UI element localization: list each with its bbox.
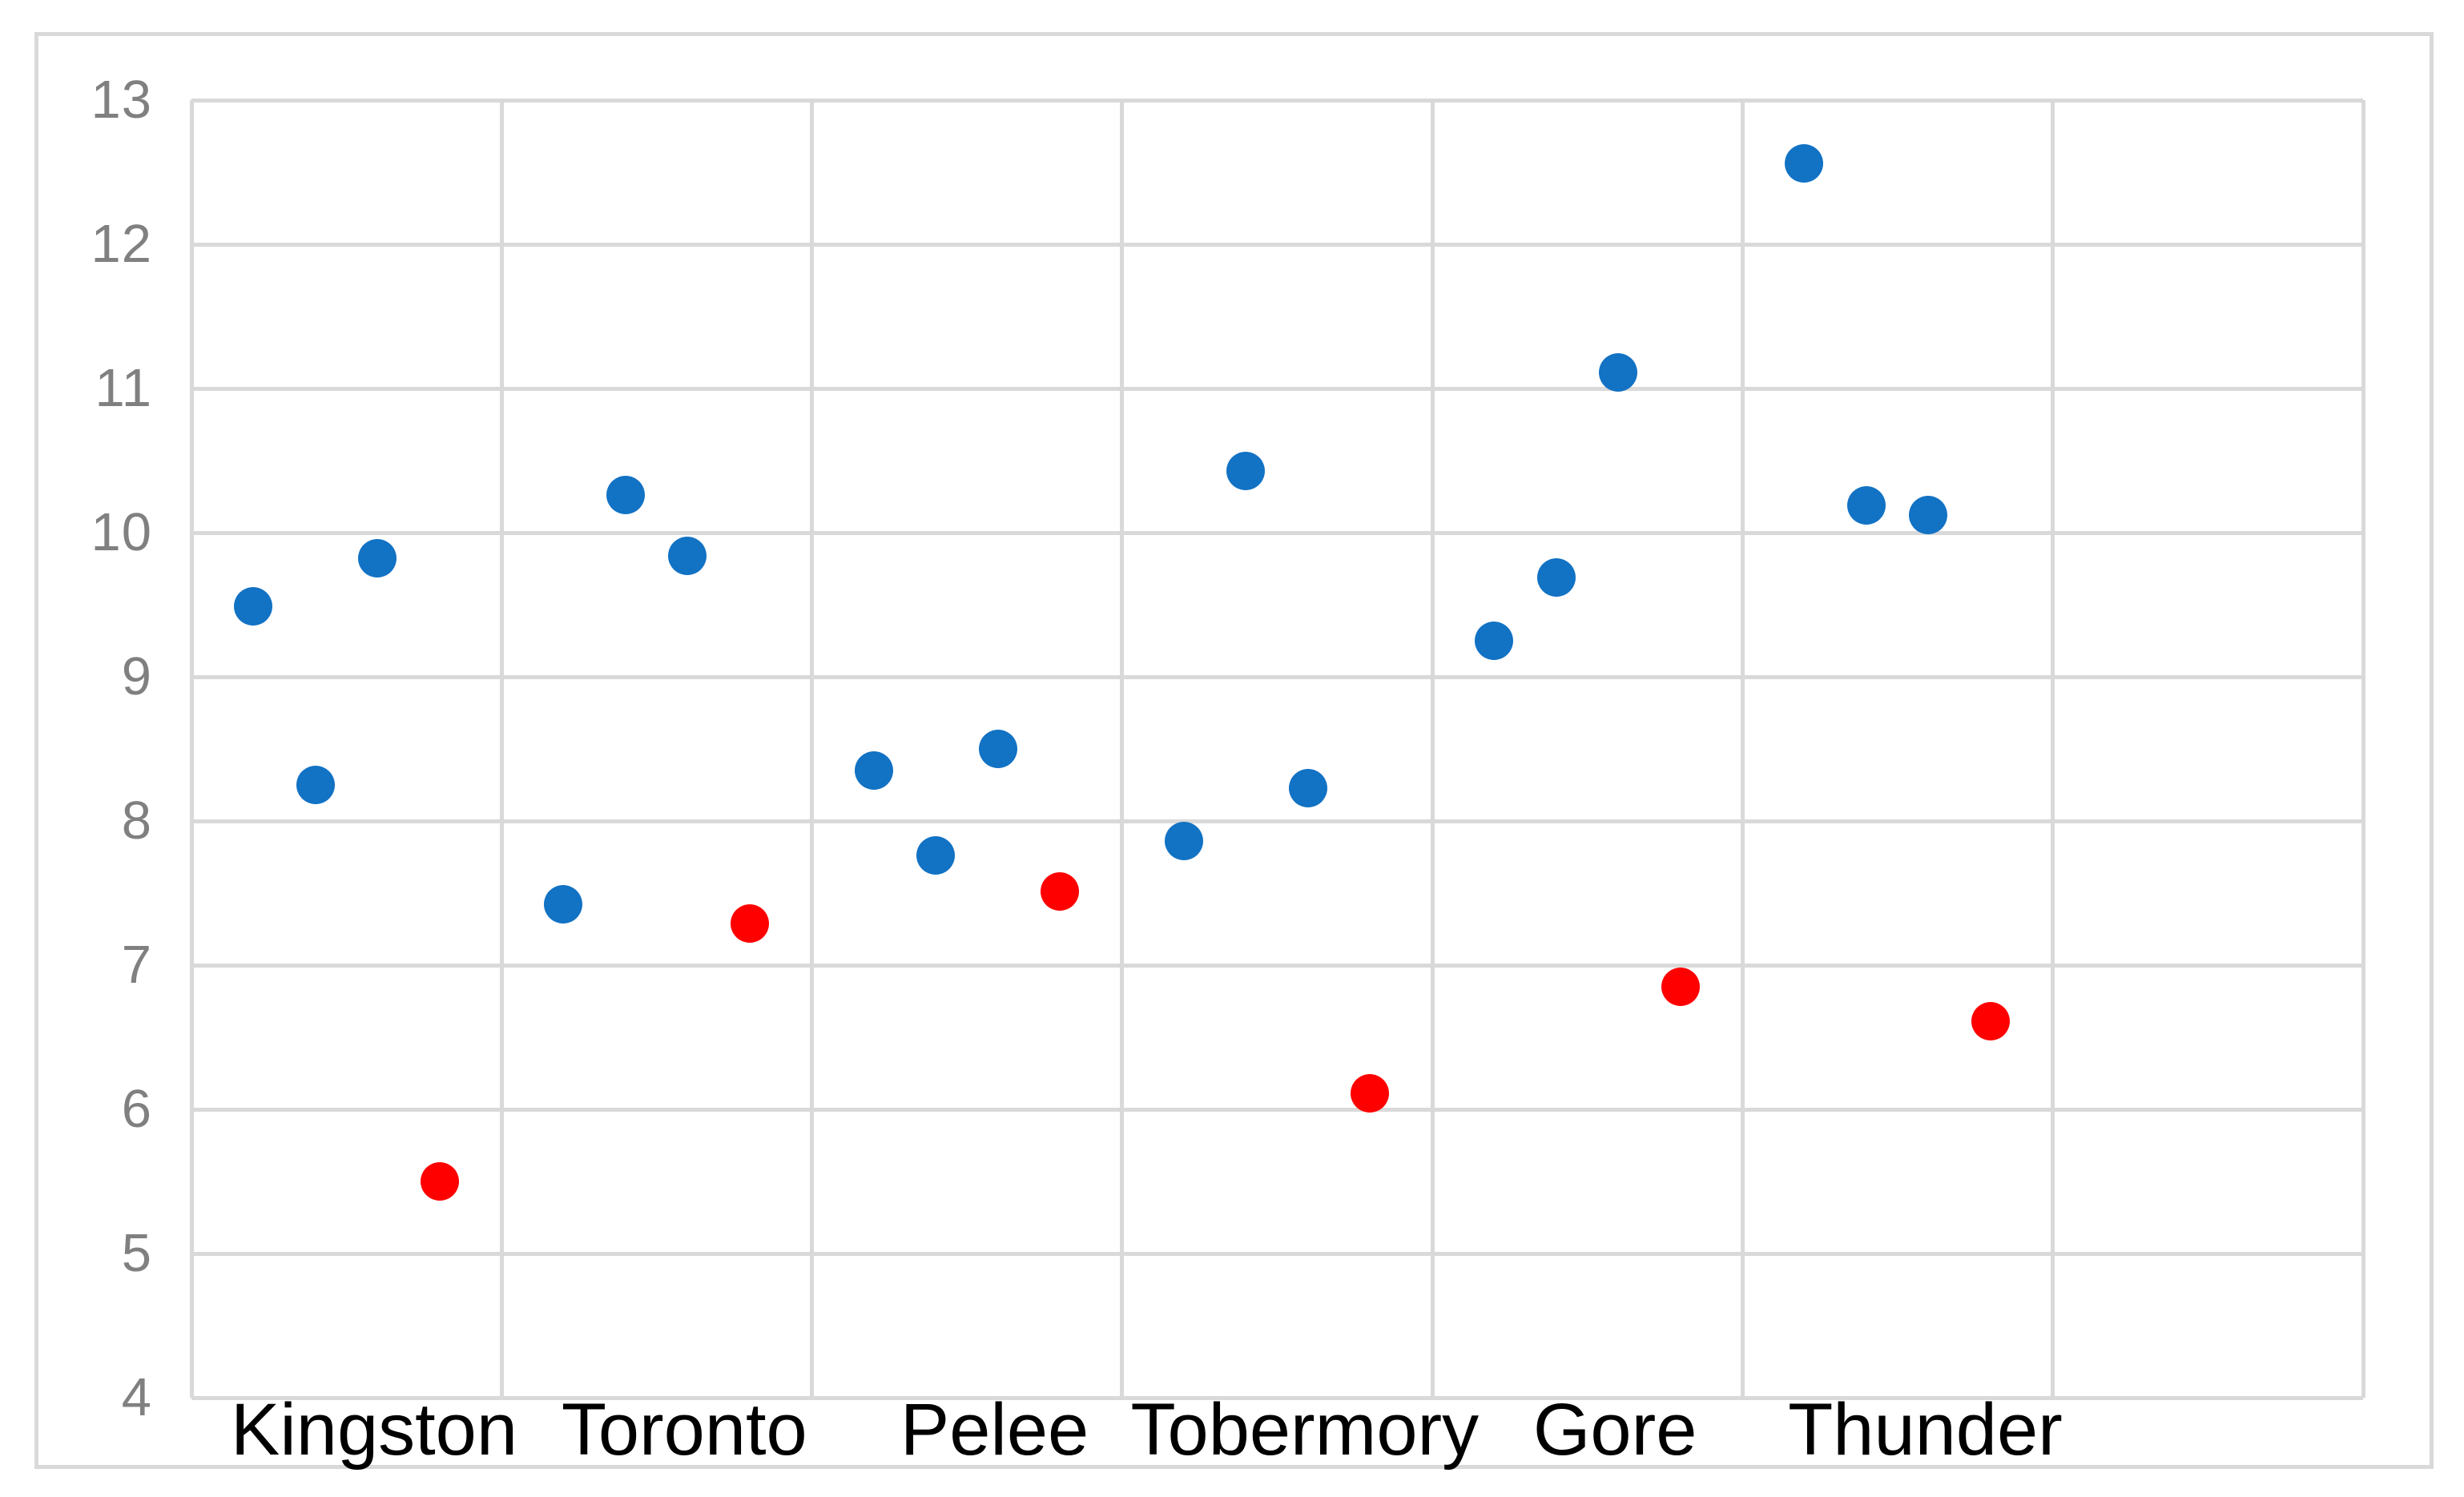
- gridline-horizontal: [191, 1251, 2363, 1256]
- data-point-blue: [544, 885, 583, 924]
- data-point-blue: [668, 536, 707, 575]
- data-point-red: [420, 1162, 459, 1201]
- gridline-vertical: [1120, 100, 1125, 1398]
- gridline-horizontal: [191, 386, 2363, 391]
- x-axis-category-label: Toronto: [561, 1389, 807, 1471]
- x-axis-category-label: Tobermory: [1130, 1389, 1480, 1471]
- y-axis-tick-label: 4: [121, 1367, 152, 1427]
- gridline-horizontal: [191, 242, 2363, 247]
- y-axis-tick-label: 5: [121, 1223, 152, 1283]
- gridline-vertical: [2051, 100, 2055, 1398]
- y-axis-tick-label: 11: [95, 358, 152, 418]
- y-axis-tick-label: 12: [91, 214, 152, 274]
- data-point-blue: [978, 730, 1017, 768]
- gridline-horizontal: [191, 1107, 2363, 1112]
- gridline-horizontal: [191, 819, 2363, 823]
- y-axis-tick-label: 8: [121, 791, 152, 851]
- data-point-blue: [1164, 822, 1203, 861]
- gridline-vertical: [1740, 100, 1745, 1398]
- data-point-blue: [1475, 622, 1514, 660]
- data-point-red: [1971, 1002, 2010, 1041]
- data-point-blue: [296, 766, 335, 804]
- data-point-red: [1661, 968, 1700, 1006]
- y-axis-tick-label: 6: [121, 1079, 152, 1139]
- x-axis-category-label: Thunder: [1788, 1389, 2063, 1471]
- data-point-red: [730, 903, 769, 943]
- data-point-blue: [854, 751, 893, 790]
- data-point-red: [1351, 1074, 1390, 1113]
- x-axis-category-label: Kingston: [230, 1389, 518, 1471]
- chart-outer-border: [34, 32, 2434, 1469]
- data-point-blue: [1785, 144, 1824, 183]
- gridline-horizontal: [191, 674, 2363, 679]
- data-point-blue: [234, 586, 272, 626]
- data-point-blue: [1536, 557, 1576, 597]
- gridline-vertical: [189, 100, 194, 1398]
- x-axis-category-label: Gore: [1532, 1389, 1697, 1471]
- y-axis-tick-label: 13: [91, 70, 152, 130]
- gridline-vertical: [2361, 100, 2365, 1398]
- data-point-blue: [1909, 496, 1948, 535]
- gridline-horizontal: [191, 530, 2363, 535]
- data-point-blue: [1846, 485, 1886, 525]
- x-axis-category-label: Pelee: [900, 1389, 1089, 1471]
- gridline-vertical: [1430, 100, 1435, 1398]
- data-point-blue: [606, 476, 645, 515]
- data-point-blue: [916, 836, 956, 875]
- gridline-vertical: [810, 100, 815, 1398]
- y-axis-tick-label: 9: [121, 646, 152, 706]
- data-point-blue: [1226, 451, 1266, 490]
- data-point-red: [1041, 872, 1080, 911]
- gridline-vertical: [499, 100, 504, 1398]
- gridline-horizontal: [191, 1395, 2363, 1400]
- data-point-blue: [1599, 353, 1638, 392]
- y-axis-tick-label: 10: [91, 502, 152, 562]
- gridline-horizontal: [191, 963, 2363, 968]
- y-axis-tick-label: 7: [121, 935, 152, 995]
- gridline-horizontal: [191, 98, 2363, 103]
- data-point-blue: [358, 539, 397, 578]
- data-point-blue: [1288, 768, 1327, 807]
